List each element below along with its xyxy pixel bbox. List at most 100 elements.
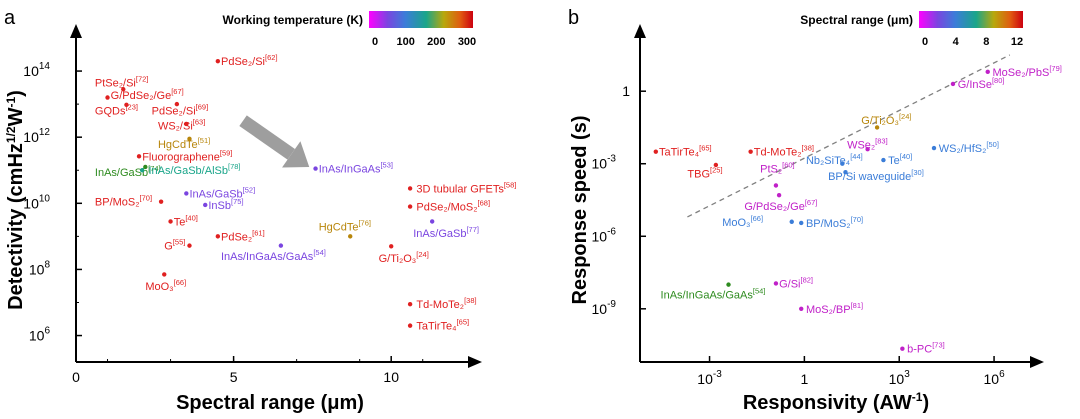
data-label-ref: [38] (464, 296, 477, 305)
data-point (348, 234, 353, 239)
data-label-ref: [54] (313, 248, 326, 257)
data-label-name: InAs/GaSb (189, 188, 242, 200)
data-label: InAs/GaSb[52] (189, 185, 255, 200)
data-label-name: MoSe₂/PbS (992, 67, 1049, 79)
data-label-ref: [72] (136, 75, 149, 84)
data-point (389, 244, 394, 249)
data-label-name: Td-MoTe₂ (754, 147, 802, 159)
data-label: BP/MoS₂[70] (806, 215, 863, 230)
data-label-name: WSe₂ (847, 139, 875, 151)
data-label-name: MoO₃ (722, 217, 750, 229)
data-label-ref: [59] (220, 148, 233, 157)
data-label: MoS₂/BP[81] (806, 301, 863, 316)
data-label-name: GQDs (95, 106, 126, 118)
data-label-ref: [24] (416, 250, 429, 259)
data-label: WSe₂[83] (847, 136, 888, 151)
data-label: MoO₃[66] (145, 278, 186, 293)
data-label-ref: [60] (782, 161, 795, 170)
tick-exponent: -6 (607, 226, 616, 237)
data-label-ref: [58] (504, 180, 517, 189)
data-point (950, 81, 956, 87)
data-label-ref: [40] (900, 152, 913, 161)
data-point (726, 282, 731, 287)
x-tick-label-b: 106 (983, 369, 1005, 387)
panel-b-letter: b (568, 7, 579, 29)
data-label-name: WS₂/Si (158, 121, 193, 133)
data-label-name: PdSe₂/Si (152, 106, 196, 118)
data-point (121, 87, 126, 92)
data-label-ref: [53] (380, 161, 393, 170)
tick-base: 10 (23, 195, 39, 211)
data-label: PdSe₂/MoS₂[68] (416, 199, 490, 214)
data-label: InAs/InGaAs/GaAs[54] (661, 286, 766, 301)
data-point (713, 162, 719, 168)
y-tick-label-b: 10-3 (592, 154, 617, 172)
data-point (900, 346, 905, 351)
data-label-ref: [25] (710, 165, 723, 174)
data-label: G[55] (164, 238, 185, 253)
data-label-ref: [76] (358, 218, 371, 227)
data-label-ref: [83] (875, 136, 888, 145)
panel-a: a Working temperature (K) 0 100 200 300 0 5 1… (4, 7, 516, 414)
data-label-name: InAs/GaSb/AlSb (148, 165, 228, 177)
data-label-name: InAs/InGaAs/GaAs (661, 289, 754, 301)
colorbar-tick-label: 100 (396, 36, 414, 48)
data-label: WS₂/HfS₂[50] (939, 140, 999, 155)
data-point (215, 58, 221, 64)
xlabel-part: Responsivity (AW (743, 392, 912, 414)
data-point (407, 204, 413, 209)
data-point (168, 219, 173, 224)
ylabel-sup: -1 (4, 97, 18, 108)
data-point (105, 95, 110, 100)
data-label-name: InAs/GaSb (413, 228, 466, 240)
data-label: Te[40] (888, 152, 912, 167)
data-label: WS₂/Si[63] (158, 118, 205, 133)
data-label: MoO₃[66] (722, 214, 763, 229)
data-label: G/InSe[80] (958, 76, 1005, 91)
data-point (653, 149, 659, 154)
tick-exponent: 10 (39, 193, 51, 204)
colorbar-a: Working temperature (K) 0 100 200 300 (223, 11, 476, 48)
data-label: Te[40] (174, 213, 198, 228)
x-axis-arrowhead-a (468, 356, 482, 368)
y-axis-arrowhead-b (634, 24, 646, 38)
ylabel-part: ) (5, 90, 27, 97)
data-label-ref: [65] (457, 318, 470, 327)
y-tick-label-b: 1 (622, 83, 630, 99)
trend-arrow (239, 115, 310, 168)
data-point (874, 125, 880, 130)
tick-exponent: 6 (44, 326, 50, 337)
colorbar-a-bar (369, 11, 473, 28)
tick-base: 1 (800, 371, 808, 387)
data-label-name: Te (888, 155, 900, 167)
x-axis-title-b: Responsivity (AW-1) (743, 390, 929, 414)
data-point (158, 199, 164, 204)
tick-exponent: 8 (44, 259, 50, 270)
tick-base: 1 (622, 83, 630, 99)
arrow-head (282, 141, 310, 168)
data-point (407, 323, 413, 328)
data-label: Td-MoTe₂[38] (754, 144, 814, 159)
data-label-ref: [70] (851, 215, 864, 224)
data-label: HgCdTe[51] (158, 136, 210, 151)
data-label: HgCdTe[76] (319, 218, 371, 233)
tick-base: 10 (592, 156, 608, 172)
panel-b: b Spectral range (μm) 0 4 8 12 10-3 1 103 1061… (568, 7, 1062, 414)
data-label-name: PtS₂ (760, 164, 782, 176)
tick-exponent: 14 (39, 61, 51, 72)
data-point (162, 272, 167, 277)
panel-a-letter: a (4, 7, 16, 29)
data-point (776, 192, 782, 198)
data-label-ref: [73] (932, 341, 945, 350)
colorbar-tick-label: 0 (922, 36, 928, 48)
data-point (143, 164, 148, 170)
data-label-name: TaTirTe₄ (659, 147, 700, 159)
data-label-name: PdSe₂/Si (221, 56, 265, 68)
data-label: PdSe₂/Si[69] (152, 103, 209, 118)
data-point (789, 219, 794, 224)
data-label: PtS₂[60] (760, 161, 795, 176)
data-label-ref: [30] (911, 168, 924, 177)
tick-base: 10 (23, 63, 39, 79)
y-tick-label-a: 108 (29, 259, 51, 277)
